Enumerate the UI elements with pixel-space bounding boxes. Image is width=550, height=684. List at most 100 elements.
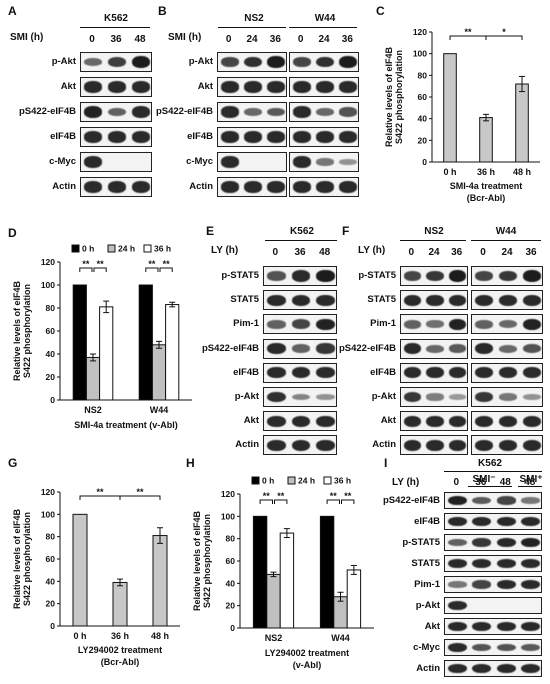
time-axis-label: SMI (h) [10,32,44,43]
row-label-eif4b: eIF4B [50,131,76,142]
band-2 [449,439,467,452]
band-0 [292,181,311,193]
time-label: 36 [451,247,463,258]
band-0 [403,320,421,329]
band-0 [266,415,286,427]
blot-strip [80,127,152,147]
y-tick-label: 40 [226,578,236,588]
blot-strip [471,314,543,335]
band-3 [521,663,541,674]
band-2 [267,181,286,193]
blot-strip [217,127,287,147]
blot-strip [444,597,542,614]
band-1 [498,415,518,427]
band-2 [339,131,358,143]
blot-strip [444,660,542,677]
band-0 [447,581,467,588]
y-tick-label: 120 [221,489,235,499]
y-tick-label: 100 [41,509,55,519]
band-3 [521,497,541,504]
band-1 [498,294,518,306]
band-1 [316,56,334,68]
time-label: 48 [524,477,536,488]
band-2 [449,270,467,282]
y-axis-label: Relative levels of eIF4B [12,280,22,381]
band-2 [316,367,336,379]
y-axis-label: Relative levels of eIF4B [192,510,202,611]
significance-label: ** [263,491,271,501]
blot-strip [400,362,468,383]
band-1 [498,270,518,282]
x-tick-label: 48 h [513,167,531,177]
band-0 [292,57,311,67]
band-1 [426,294,444,306]
bar-48h [152,535,168,627]
y-axis-label-2: S422 phosphorylation [22,512,32,606]
significance-bracket [79,267,93,272]
bar-chart-h: 0 20 40 60 80 100 120 Relative levels of eIF4B S… [192,476,374,670]
blot-strip [444,492,542,509]
band-1 [472,558,492,569]
significance-label: ** [330,491,338,501]
blot-strip [289,52,359,72]
band-2 [316,415,336,427]
time-label: 36 [341,34,353,45]
bar-chart-g: 0 20 40 60 80 100 120 Relative levels of eIF4B S… [12,487,180,667]
band-1 [472,496,492,505]
blot-strip [400,314,468,335]
y-tick-label: 20 [226,601,236,611]
blot-strip [444,639,542,656]
y-tick-label: 120 [41,487,55,497]
band-2 [496,537,516,548]
band-1 [426,393,444,401]
band-0 [403,439,421,452]
band-2 [316,318,336,331]
x-axis-label: SMI-4a treatment [450,181,523,191]
cell-line-label-1: NS2 [424,226,444,237]
band-1 [316,81,334,93]
x-axis-label: LY294002 treatment [265,648,349,658]
band-0 [83,81,103,93]
row-label-ps422-eif4b: pS422-eIF4B [18,106,76,117]
significance-bracket [93,267,107,272]
bar-NS2-36h [99,306,114,401]
row-label-eif4b: eIF4B [233,366,259,378]
time-label: 24 [246,34,258,45]
band-0 [266,294,286,306]
band-1 [498,344,518,353]
panel-letter-d: D [8,226,17,240]
panel-letter-f: F [342,224,350,238]
band-1 [291,367,311,379]
y-axis-label: Relative levels of eIF4B [384,46,394,147]
time-label: 24 [501,247,513,258]
y-tick-label: 0 [50,395,55,405]
blot-strip [263,362,337,383]
band-1 [244,181,262,193]
row-label-c-myc: c-Myc [49,156,76,167]
blot-strip [263,435,337,456]
row-label-actin: Actin [372,439,396,451]
band-0 [266,342,286,355]
band-0 [403,415,421,427]
band-3 [521,643,541,652]
time-axis-label: LY (h) [211,245,239,256]
row-label-stat5: STAT5 [230,294,259,306]
panel-letter-c: C [376,4,385,18]
band-2 [131,106,151,118]
legend-label: 24 h [118,244,135,254]
row-label-p-akt: p-Akt [371,391,396,402]
band-0 [447,495,467,506]
band-0 [403,391,421,403]
band-0 [474,342,494,355]
band-0 [83,106,103,118]
cell-line-label: K562 [478,458,502,469]
band-1 [107,181,127,193]
blot-strip [80,52,152,72]
band-0 [447,558,467,569]
band-2 [131,181,151,193]
band-3 [521,579,541,590]
band-2 [496,516,516,527]
band-0 [266,367,286,379]
y-tick-label: 20 [46,599,56,609]
band-2 [131,81,151,93]
